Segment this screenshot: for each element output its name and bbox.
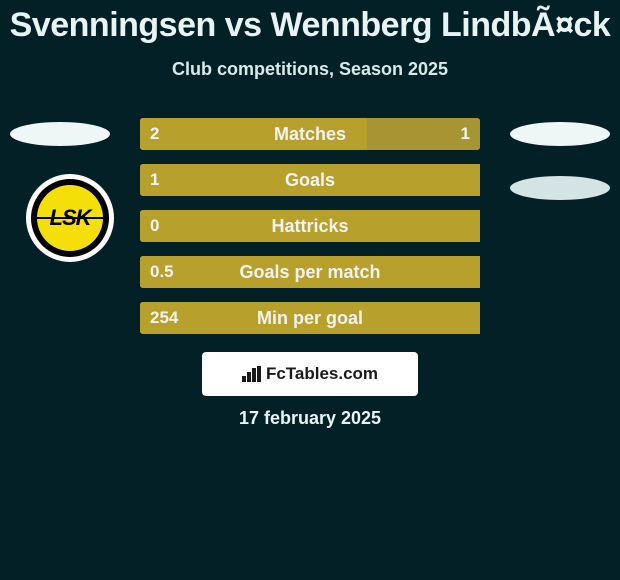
page-title: Svenningsen vs Wennberg LindbÃ¤ck	[0, 0, 620, 45]
stat-value-left: 0	[150, 210, 159, 242]
stat-label: Matches	[140, 118, 480, 150]
stat-row: Matches2 1	[0, 118, 620, 150]
credit-text: FcTables.com	[266, 364, 378, 384]
stat-label: Goals per match	[140, 256, 480, 288]
chart-icon	[242, 366, 262, 382]
comparison-infographic: Svenningsen vs Wennberg LindbÃ¤ck Club c…	[0, 0, 620, 580]
stat-value-left: 2	[150, 118, 159, 150]
stat-row: Goals per match0.5	[0, 256, 620, 288]
stat-value-left: 0.5	[150, 256, 174, 288]
stat-row: Hattricks0	[0, 210, 620, 242]
stat-label: Min per goal	[140, 302, 480, 334]
footer-date: 17 february 2025	[0, 408, 620, 429]
stats-section: LSK Matches21Goals1Hattricks0Goals per m…	[0, 118, 620, 348]
credit-box: FcTables.com	[202, 352, 418, 396]
stat-row: Min per goal254	[0, 302, 620, 334]
stat-value-right: 1	[461, 118, 470, 150]
stat-row: Goals1	[0, 164, 620, 196]
stat-value-left: 254	[150, 302, 178, 334]
page-subtitle: Club competitions, Season 2025	[0, 59, 620, 80]
stat-value-left: 1	[150, 164, 159, 196]
stat-label: Goals	[140, 164, 480, 196]
stat-label: Hattricks	[140, 210, 480, 242]
